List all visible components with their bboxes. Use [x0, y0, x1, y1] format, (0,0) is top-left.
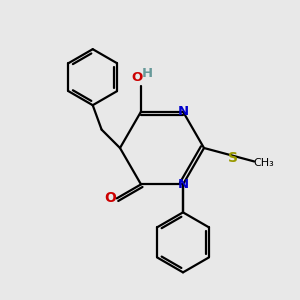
- Text: O: O: [104, 191, 116, 206]
- Text: N: N: [177, 105, 189, 118]
- Text: S: S: [228, 151, 238, 165]
- Text: O: O: [131, 71, 142, 84]
- Text: H: H: [141, 67, 153, 80]
- Text: N: N: [177, 178, 189, 191]
- Text: CH₃: CH₃: [254, 158, 274, 169]
